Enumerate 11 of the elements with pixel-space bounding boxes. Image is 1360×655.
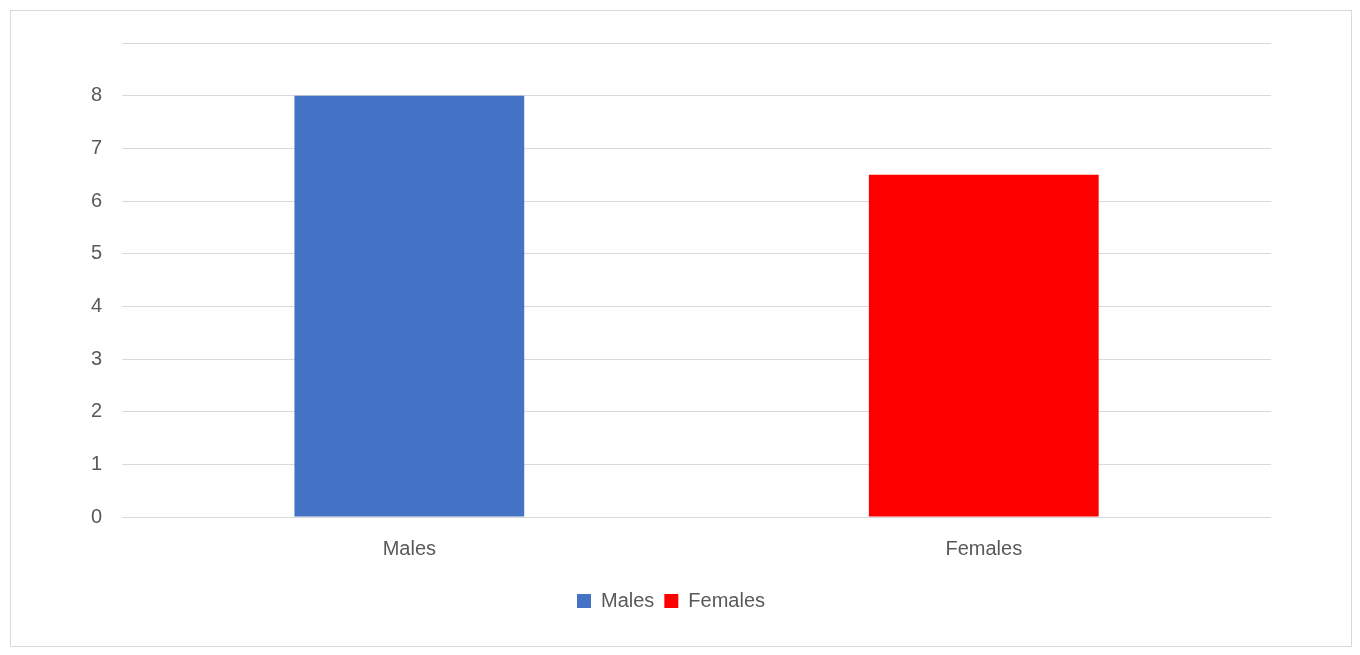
y-tick-label: 8 bbox=[91, 83, 103, 106]
y-tick-label: 5 bbox=[91, 241, 103, 264]
y-tick-label: 7 bbox=[91, 135, 103, 158]
legend-label: Males bbox=[600, 588, 655, 611]
y-tick-label: 6 bbox=[91, 188, 103, 211]
y-tick-label: 0 bbox=[91, 504, 103, 527]
y-tick-label: 1 bbox=[91, 451, 103, 474]
y-tick-label: 3 bbox=[91, 346, 103, 369]
legend-label: Females bbox=[688, 588, 766, 611]
y-tick-label: 2 bbox=[91, 399, 103, 422]
y-tick-label: 4 bbox=[91, 293, 103, 316]
